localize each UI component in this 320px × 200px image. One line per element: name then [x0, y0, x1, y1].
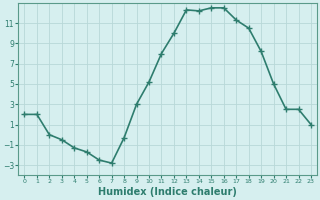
X-axis label: Humidex (Indice chaleur): Humidex (Indice chaleur) — [98, 187, 237, 197]
